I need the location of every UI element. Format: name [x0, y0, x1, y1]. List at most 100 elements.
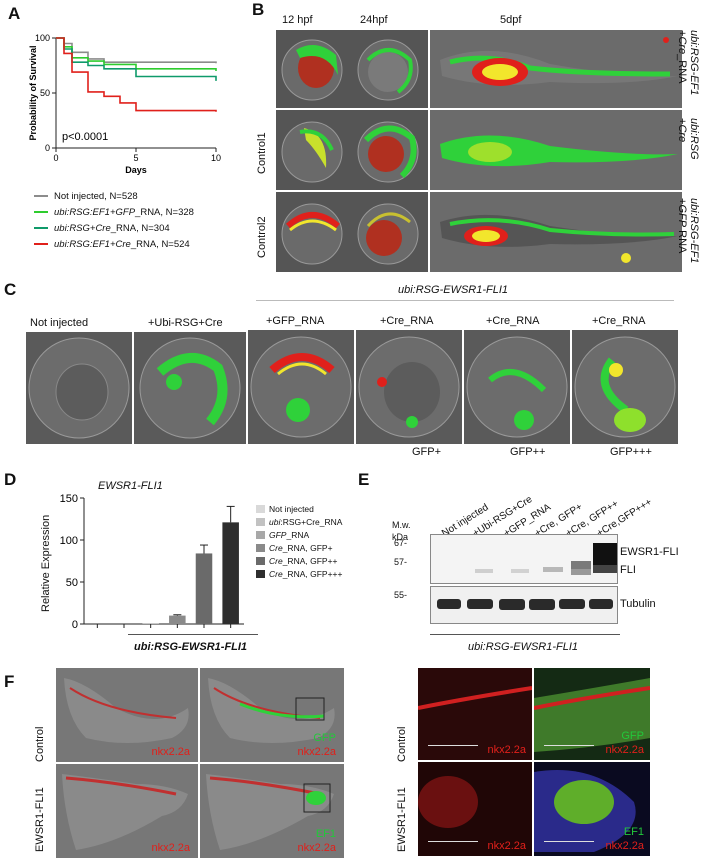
- legend-swatch: [34, 211, 48, 213]
- y-tick-label: 100: [60, 535, 78, 547]
- b-row3-label: ubi:RSG-EF1 +GFP RNA: [676, 198, 700, 264]
- f-z4-nkx: nkx2.2a: [605, 840, 644, 852]
- c-title-4: +Cre_RNA: [380, 315, 434, 327]
- legend-swatch: [256, 504, 265, 513]
- y-tick-label: 100: [35, 33, 50, 43]
- y-tick-label: 0: [45, 143, 50, 153]
- panel-label-e: E: [358, 470, 370, 489]
- legend-text-italic: ubi:RSG:EF1+GFP: [54, 206, 136, 218]
- c-title-5: +Cre_RNA: [486, 315, 540, 327]
- c-img-cre-gfp1: [356, 330, 462, 444]
- legend-text-italic: ubi: [269, 516, 281, 527]
- f-z3-nkx: nkx2.2a: [487, 840, 526, 852]
- x-axis-label: Days: [125, 165, 147, 175]
- e-lane-labels: Not injected +Ubi-RSG+Cre +GFP_RNA +Cre, GF…: [430, 470, 660, 540]
- b-img-r3-24hpf: [348, 192, 428, 272]
- survival-chart: 0 50 100 0 5 10 Days Probability of Survival p<0…: [28, 33, 221, 175]
- e-band-fli: FLI: [620, 564, 636, 576]
- c-img-not-injected: [26, 332, 132, 444]
- b-img-r2-12hpf: [276, 110, 348, 190]
- f-zoom-control-merge: GFP nkx2.2a: [534, 668, 650, 760]
- f-scalebar: [544, 841, 594, 842]
- f-c1-nkx: nkx2.2a: [151, 746, 190, 758]
- f-c2-nkx: nkx2.2a: [297, 746, 336, 758]
- f-e2-ef1: EF1: [315, 828, 336, 840]
- c-title-2: +Ubi-RSG+Cre: [148, 317, 223, 329]
- c-img-gfp-rna: [248, 330, 354, 444]
- c-sub-gfp2: GFP++: [510, 446, 546, 458]
- f-zoom-ef1-nkx: nkx2.2a: [418, 762, 532, 856]
- e-blot-tubulin: [430, 586, 618, 624]
- f-zoom-ef1-merge: EF1 nkx2.2a: [534, 762, 650, 856]
- survival-legend-item: Not injected, N=528: [34, 188, 254, 204]
- d-title: EWSR1-FLI1: [98, 480, 163, 492]
- expression-legend-item: Cre _RNA, GFP+++: [256, 567, 366, 580]
- legend-text: Not injected: [269, 503, 314, 514]
- d-xlabel: ubi:RSG-EWSR1-FLI1: [134, 641, 248, 653]
- e-band-ewsr1-fli: EWSR1-FLI: [620, 546, 679, 558]
- f-z1-nkx: nkx2.2a: [487, 744, 526, 756]
- survival-legend-item: ubi:RSG:EF1+Cre _RNA, N=524: [34, 236, 254, 252]
- b-img-r1-12hpf: [276, 30, 348, 108]
- e-band-tubulin: Tubulin: [620, 598, 656, 610]
- c-title-6: +Cre_RNA: [592, 315, 646, 327]
- legend-text: _RNA, GFP+: [282, 542, 333, 553]
- p-value: p<0.0001: [62, 131, 108, 143]
- f-scalebar: [428, 745, 478, 746]
- legend-text: _RNA, GFP++: [282, 555, 338, 566]
- panel-label-d: D: [4, 470, 17, 489]
- c-sub-gfp1: GFP+: [412, 446, 442, 458]
- e-group-rule: [430, 634, 620, 635]
- legend-swatch: [256, 569, 265, 578]
- panel-b: 12 hpf 24hpf 5dpf: [268, 10, 688, 272]
- y-axis-label: Probability of Survival: [28, 45, 38, 140]
- d-ylabel: Relative Expression: [40, 514, 52, 612]
- c-sub-gfp3: GFP+++: [610, 446, 652, 458]
- c-img-cre-gfp3: [572, 330, 678, 444]
- f-z4-ef1: EF1: [623, 826, 644, 838]
- legend-text-italic: Cre: [269, 555, 283, 566]
- e-blot-upper: [430, 534, 618, 584]
- survival-legend-item: ubi:RSG+Cre _RNA, N=304: [34, 220, 254, 236]
- f-e2-nkx: nkx2.2a: [297, 842, 336, 854]
- legend-text-italic: Cre: [269, 542, 283, 553]
- f-left-row1-label: Control: [34, 726, 46, 762]
- survival-series-4: [56, 37, 217, 112]
- f-img-ef1-nkx: nkx2.2a: [56, 764, 198, 858]
- c-title-3: +GFP_RNA: [266, 315, 325, 327]
- f-right-row2-label: EWSR1-FLI1: [396, 787, 408, 852]
- y-tick-label: 50: [66, 577, 78, 589]
- y-tick-label: 50: [40, 88, 50, 98]
- legend-text: _RNA, N=524: [130, 238, 190, 250]
- panel-label-c: C: [4, 280, 17, 299]
- survival-series-2: [56, 37, 217, 71]
- expression-legend-item: GFP _RNA: [256, 528, 366, 541]
- e-mw: M.w.: [392, 520, 411, 530]
- legend-text: _RNA, N=328: [135, 206, 194, 218]
- expression-legend-item: Not injected: [256, 502, 366, 515]
- f-z2-nkx: nkx2.2a: [605, 744, 644, 756]
- legend-swatch: [34, 195, 48, 197]
- legend-swatch: [256, 517, 265, 526]
- c-header-rule: [256, 300, 674, 301]
- legend-text-italic: GFP: [269, 529, 287, 540]
- expression-bar-chart: 0 50 100 150: [60, 493, 244, 631]
- f-right-row1-label: Control: [396, 726, 408, 762]
- f-z2-gfp: GFP: [621, 730, 644, 742]
- legend-swatch: [34, 243, 48, 245]
- y-tick-label: 0: [72, 619, 78, 631]
- panel-label-b: B: [252, 0, 265, 19]
- legend-swatch: [256, 530, 265, 539]
- expression-legend-item: Cre _RNA, GFP++: [256, 554, 366, 567]
- b-img-r2-24hpf: [348, 110, 428, 190]
- e-marker-67: 67-: [394, 538, 408, 548]
- b-img-r1-5dpf: [430, 30, 682, 108]
- panel-label-f: F: [4, 672, 15, 691]
- d-group-rule: [128, 634, 258, 635]
- col-5dpf: 5dpf: [500, 14, 522, 26]
- f-img-ef1-merge: EF1 nkx2.2a: [200, 764, 344, 858]
- legend-swatch: [256, 556, 265, 565]
- f-scalebar: [544, 745, 594, 746]
- legend-text-italic: Cre: [269, 568, 283, 579]
- legend-swatch: [34, 227, 48, 229]
